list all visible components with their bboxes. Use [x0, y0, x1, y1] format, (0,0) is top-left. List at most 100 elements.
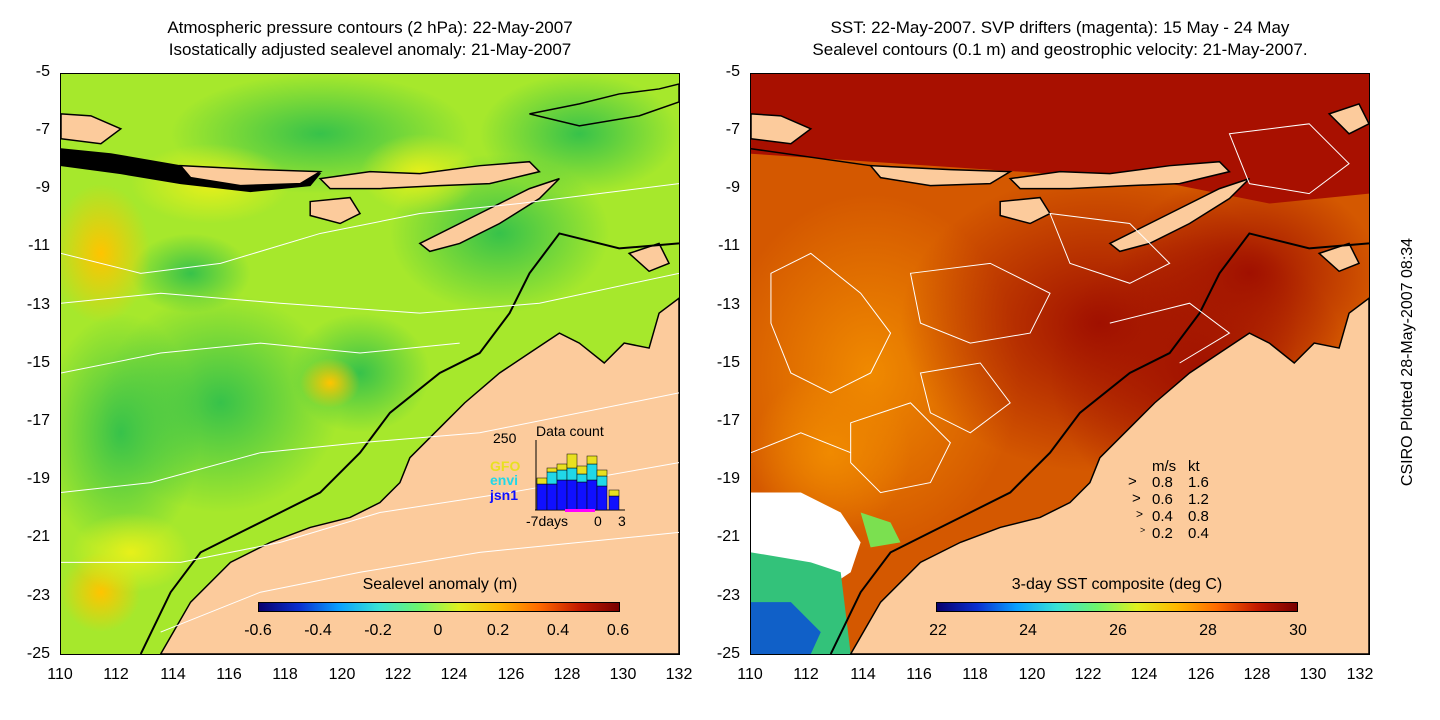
right-lat-tick: -19: [716, 470, 740, 487]
sst-tick: 24: [1019, 622, 1037, 639]
left-lat-tick: -9: [35, 179, 50, 196]
velocity-arrow-icon: >: [1140, 525, 1146, 535]
left-lon-tick: 128: [553, 666, 581, 683]
right-lon-tick: 126: [1187, 666, 1215, 683]
left-map-title: Atmospheric pressure contours (2 hPa): 2…: [60, 17, 680, 61]
left-lon-tick: 114: [160, 666, 186, 683]
sst-colorbar: [936, 602, 1298, 612]
right-lon-tick: 112: [793, 666, 819, 683]
sla-tick: 0.2: [486, 622, 510, 639]
velocity-ms: 0.2: [1152, 525, 1173, 542]
sst-tick: 26: [1109, 622, 1127, 639]
left-title-line1: Atmospheric pressure contours (2 hPa): 2…: [167, 18, 573, 37]
velocity-ms: 0.4: [1152, 508, 1173, 525]
right-title-line1: SST: 22-May-2007. SVP drifters (magenta)…: [830, 18, 1290, 37]
inset-x-label-zero: 0: [594, 513, 602, 529]
left-lon-tick: 110: [47, 666, 73, 683]
plot-credit: CSIRO Plotted 28-May-2007 08:34: [1399, 237, 1416, 487]
left-lat-tick: -25: [26, 645, 50, 662]
legend-jsn1: jsn1: [490, 487, 519, 503]
left-lon-tick: 112: [103, 666, 129, 683]
sla-tick: -0.2: [364, 622, 392, 639]
right-lat-tick: -25: [716, 645, 740, 662]
legend-gfo: GFO: [490, 458, 521, 474]
sla-tick: 0: [433, 622, 443, 639]
sla-tick: -0.4: [304, 622, 332, 639]
right-lon-tick: 120: [1018, 666, 1046, 683]
right-lat-tick: -13: [716, 296, 740, 313]
left-lat-tick: -13: [26, 296, 50, 313]
left-lon-tick: 132: [665, 666, 693, 683]
velocity-kt: 1.6: [1188, 474, 1209, 491]
australia-land: [159, 297, 679, 654]
velocity-arrow-icon: >: [1128, 473, 1137, 490]
sst-colorbar-title: 3-day SST composite (deg C): [1011, 576, 1223, 593]
sst-map: [750, 73, 1370, 655]
velocity-kt: 0.8: [1188, 508, 1209, 525]
right-lat-tick: -9: [725, 179, 740, 196]
left-lon-tick: 118: [272, 666, 298, 683]
right-lat-tick: -11: [718, 237, 740, 254]
right-lon-tick: 114: [850, 666, 876, 683]
sla-tick: 0.4: [546, 622, 570, 639]
right-lon-tick: 116: [906, 666, 932, 683]
sla-tick: 0.6: [606, 622, 630, 639]
velocity-ms: 0.8: [1152, 474, 1173, 491]
left-lat-tick: -21: [26, 528, 50, 545]
sealevel-anomaly-map: [60, 73, 680, 655]
data-count-bars: [535, 440, 625, 512]
data-count-title: Data count: [536, 423, 604, 439]
left-title-line2: Isostatically adjusted sealevel anomaly:…: [168, 40, 572, 59]
data-count-max-label: 250: [493, 430, 517, 446]
sst-tick: 30: [1289, 622, 1307, 639]
sumba-island: [309, 196, 362, 225]
left-lon-tick: 130: [609, 666, 637, 683]
left-lon-tick: 116: [216, 666, 242, 683]
velocity-arrow-icon: >: [1136, 507, 1144, 521]
velocity-arrow-icon: >: [1132, 490, 1141, 507]
left-lon-tick: 122: [384, 666, 412, 683]
left-lon-tick: 126: [497, 666, 525, 683]
left-lat-tick: -7: [35, 121, 50, 138]
right-lat-tick: -23: [716, 587, 740, 604]
velocity-header-kt: kt: [1188, 458, 1200, 475]
right-lat-tick: -21: [716, 528, 740, 545]
left-lat-tick: -19: [26, 470, 50, 487]
sealevel-anomaly-field: [61, 74, 679, 654]
left-lat-tick: -15: [26, 354, 50, 371]
right-lon-tick: 110: [737, 666, 763, 683]
velocity-kt: 1.2: [1188, 491, 1209, 508]
lesser-sunda-islands: [318, 160, 541, 190]
right-lat-tick: -5: [725, 63, 740, 80]
inset-x-label-end: 3: [618, 513, 626, 529]
australia-land-sst: [849, 297, 1369, 654]
right-lat-tick: -7: [725, 121, 740, 138]
timor-island: [418, 177, 560, 253]
right-lat-tick: -17: [716, 412, 740, 429]
right-lon-tick: 118: [962, 666, 988, 683]
left-lon-tick: 120: [328, 666, 356, 683]
right-title-line2: Sealevel contours (0.1 m) and geostrophi…: [812, 40, 1308, 59]
left-lat-tick: -23: [26, 587, 50, 604]
inset-x-label-start: -7days: [526, 513, 569, 529]
right-lat-tick: -15: [716, 354, 740, 371]
right-lon-tick: 130: [1299, 666, 1327, 683]
left-lat-tick: -5: [35, 63, 50, 80]
sla-colorbar: [258, 602, 620, 612]
right-lon-tick: 128: [1243, 666, 1271, 683]
velocity-kt: 0.4: [1188, 525, 1209, 542]
right-lon-tick: 132: [1346, 666, 1374, 683]
right-lon-tick: 122: [1074, 666, 1102, 683]
right-lon-tick: 124: [1130, 666, 1158, 683]
sst-field: [751, 74, 1369, 654]
sst-tick: 22: [929, 622, 947, 639]
legend-envi: envi: [490, 472, 519, 488]
right-map-title: SST: 22-May-2007. SVP drifters (magenta)…: [750, 17, 1370, 61]
left-lon-tick: 124: [440, 666, 468, 683]
sla-colorbar-title: Sealevel anomaly (m): [362, 576, 518, 593]
sla-tick: -0.6: [244, 622, 272, 639]
velocity-ms: 0.6: [1152, 491, 1173, 508]
velocity-header-ms: m/s: [1152, 458, 1177, 475]
left-lat-tick: -11: [28, 237, 50, 254]
sst-tick: 28: [1199, 622, 1217, 639]
